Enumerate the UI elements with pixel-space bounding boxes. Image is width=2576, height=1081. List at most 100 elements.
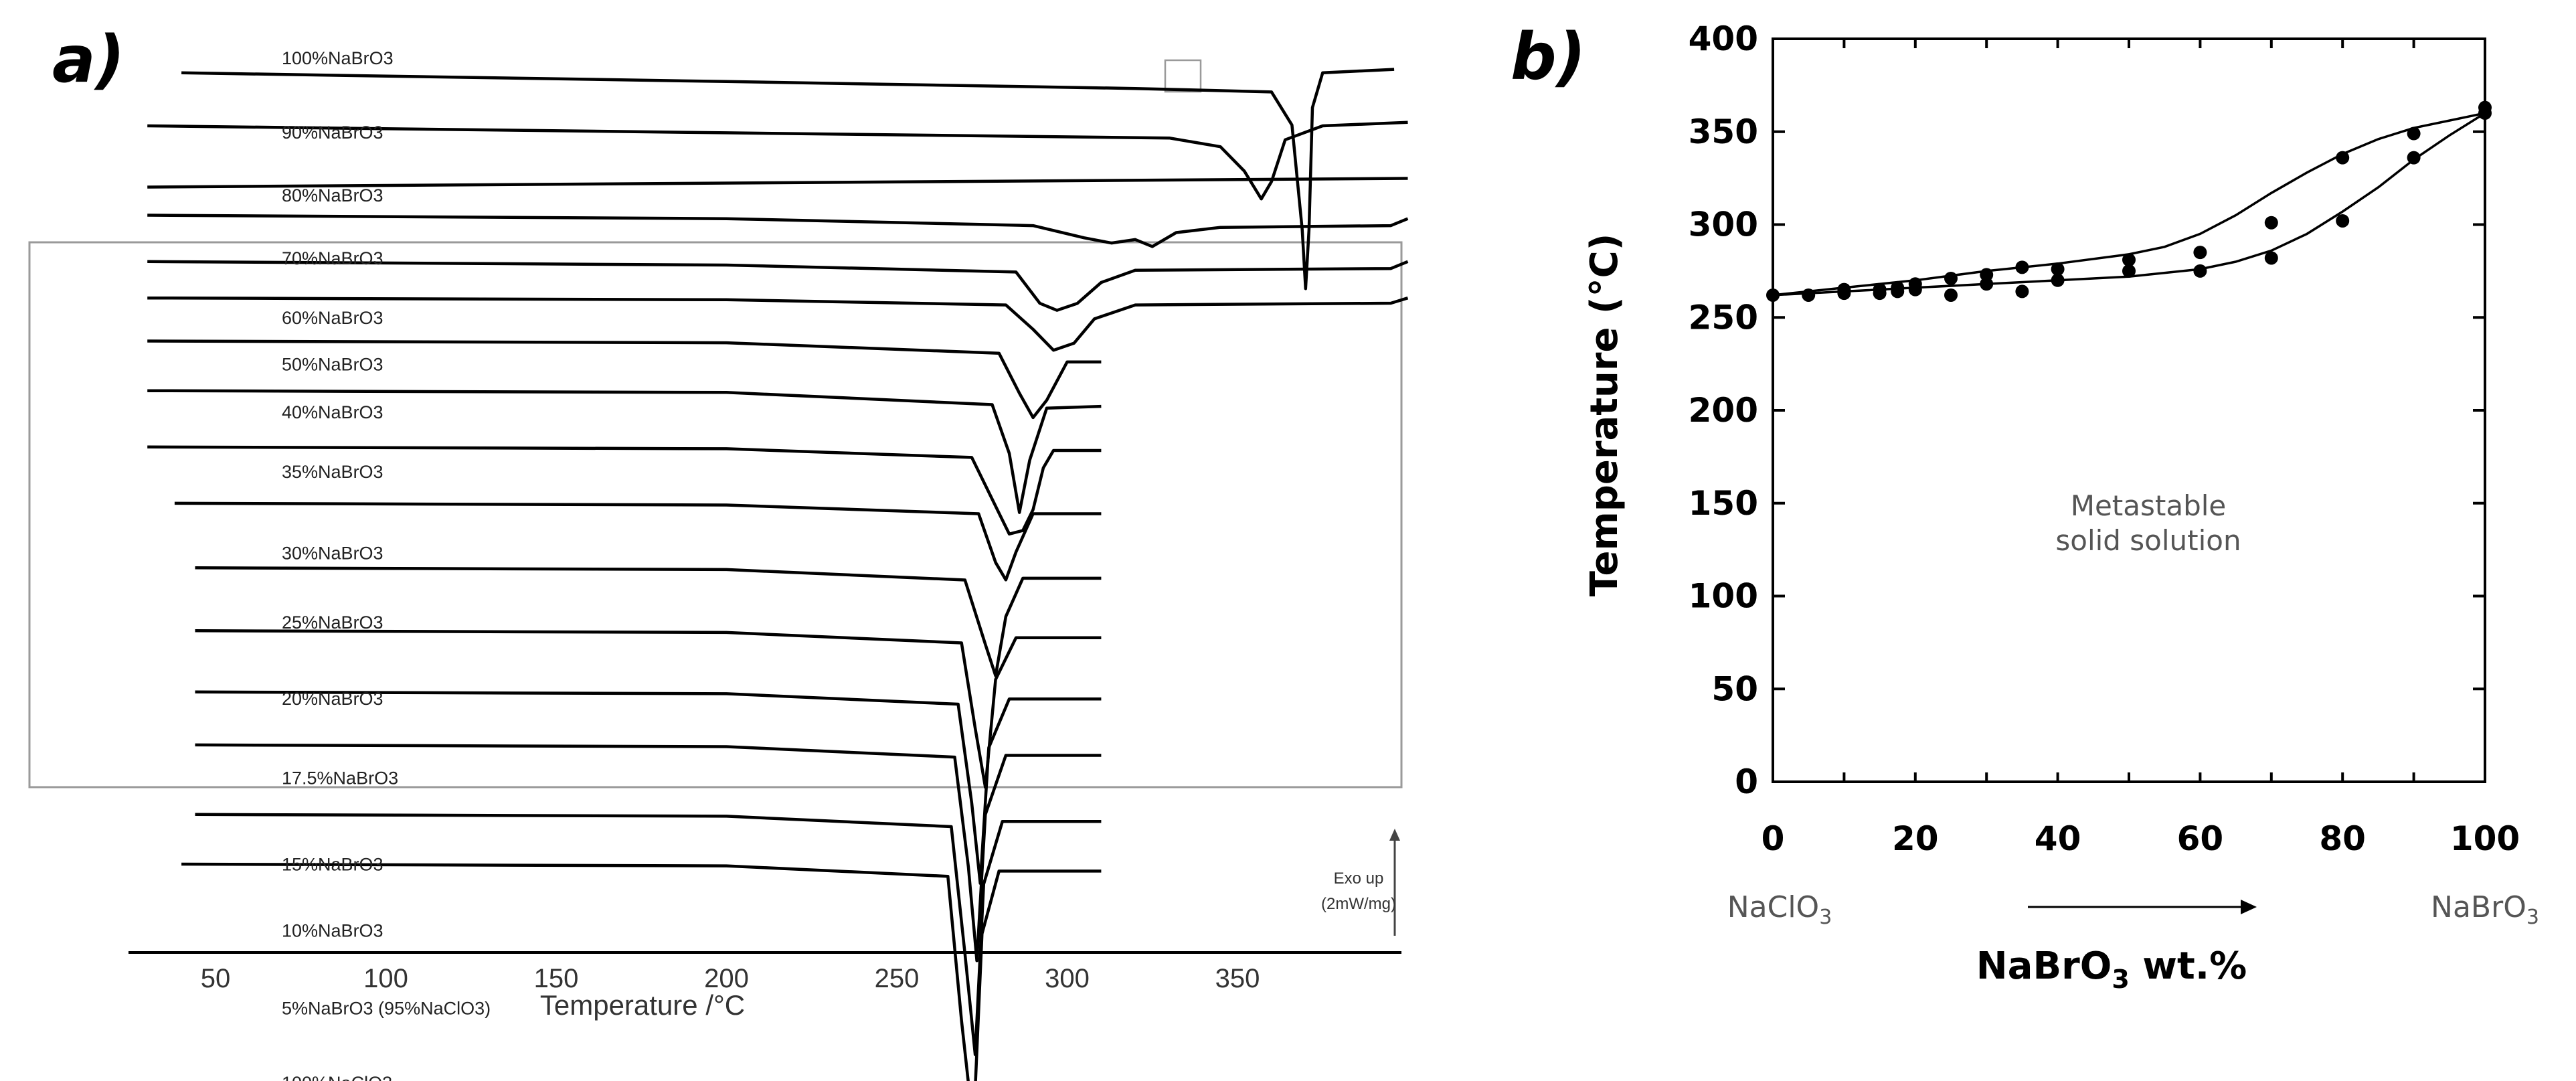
trace-label: 80%NaBrO3 — [282, 185, 383, 205]
trace-label: 100%NaBrO3 — [282, 48, 394, 68]
y-tick-label: 300 — [1689, 205, 1758, 244]
data-point — [2051, 262, 2065, 276]
trace-label: 50%NaBrO3 — [282, 354, 383, 374]
nabro3-end-label: NaBrO3 — [2431, 890, 2539, 929]
dsc-trace — [195, 566, 1102, 677]
data-point — [2193, 246, 2207, 260]
dsc-trace — [147, 339, 1102, 420]
trace-label: 35%NaBrO3 — [282, 462, 383, 482]
dsc-chart: a) 100%NaBrO3 90%NaBrO3 80%NaBrO3 70%NaBrO3… — [28, 22, 1409, 1081]
axis-ticks — [1772, 37, 2486, 783]
dsc-trace — [195, 743, 1102, 963]
y-tick-label: 50 — [1711, 669, 1758, 708]
dsc-trace — [147, 296, 1409, 352]
dsc-trace — [147, 260, 1409, 312]
dsc-trace-labels: 100%NaBrO3 90%NaBrO3 80%NaBrO3 70%NaBrO3 60%… — [282, 48, 491, 1081]
data-point — [1980, 268, 1994, 282]
trace-label: 20%NaBrO3 — [282, 689, 383, 709]
trace-label: 5%NaBrO3 (95%NaClO3) — [282, 998, 491, 1018]
data-point — [1980, 277, 1994, 291]
x-tick-label: 100 — [363, 964, 408, 993]
y-tick-label: 400 — [1689, 19, 1758, 58]
dsc-trace — [147, 177, 1408, 189]
dsc-trace — [147, 120, 1408, 201]
dsc-trace — [181, 68, 1395, 290]
y-tick-label: 100 — [1689, 577, 1758, 616]
data-point — [1944, 288, 1958, 302]
dsc-trace — [147, 389, 1102, 514]
dsc-trace — [174, 501, 1102, 582]
x-tick-label: 300 — [1045, 964, 1090, 993]
small-square-marker — [1164, 59, 1202, 93]
y-tick-label: 150 — [1689, 484, 1758, 523]
y-tick-label: 350 — [1689, 112, 1758, 151]
exo-up-indicator: Exo up (2mW/mg) — [1321, 829, 1400, 936]
phase-boundary-line — [1772, 112, 2486, 297]
highlight-box — [28, 241, 1403, 788]
trace-label: 90%NaBrO3 — [282, 122, 383, 143]
data-point — [1766, 288, 1780, 302]
x-axis-label: Temperature /°C — [540, 989, 745, 1021]
data-point — [2264, 251, 2278, 265]
dsc-traces — [147, 68, 1409, 1081]
data-point — [1908, 282, 1922, 297]
dsc-trace — [195, 629, 1102, 789]
phase-diagram-panel-b: b) 0 50 100 150 200 250 300 350 400 0 20 40 60 80 100… — [1419, 0, 2576, 1081]
plot-frame — [1772, 37, 2486, 783]
y-tick-labels: 0 50 100 150 200 250 300 350 400 — [1689, 19, 1758, 801]
x-tick-label: 200 — [704, 964, 749, 993]
trace-label: 10%NaBrO3 — [282, 920, 383, 940]
data-point — [1944, 271, 1958, 285]
data-point — [2122, 253, 2136, 267]
dsc-trace — [147, 445, 1102, 536]
data-point — [1837, 286, 1851, 301]
data-point — [2015, 260, 2029, 274]
x-tick-label: 80 — [2319, 819, 2366, 858]
data-point — [2336, 151, 2350, 165]
trace-label: 25%NaBrO3 — [282, 612, 383, 633]
x-axis-label: NaBrO3 wt.% — [1976, 944, 2247, 994]
x-tick-label: 50 — [201, 964, 231, 993]
x-tick-label: 350 — [1215, 964, 1260, 993]
dsc-trace — [147, 214, 1409, 248]
x-tick-label: 250 — [875, 964, 920, 993]
x-tick-label: 100 — [2450, 819, 2520, 858]
y-tick-label: 250 — [1689, 298, 1758, 337]
dsc-trace — [195, 690, 1102, 886]
data-point — [2193, 264, 2207, 278]
phase-diagram-chart: b) 0 50 100 150 200 250 300 350 400 0 20 40 60 80 100… — [1511, 19, 2539, 994]
x-tick-label: 20 — [1892, 819, 1939, 858]
x-tick-label: 40 — [2035, 819, 2081, 858]
panel-a-letter: a) — [52, 22, 125, 97]
data-point — [2407, 151, 2421, 165]
data-point — [2407, 127, 2421, 141]
dsc-trace — [181, 862, 1102, 1081]
y-tick-label: 0 — [1735, 762, 1758, 801]
nacl-o3-label: NaClO3 — [1727, 890, 1832, 929]
trace-label: 17.5%NaBrO3 — [282, 768, 398, 788]
x-tick-labels: 0 20 40 60 80 100 — [1762, 819, 2520, 858]
metastable-annotation: Metastable solid solution — [2055, 489, 2241, 557]
data-points — [1766, 100, 2492, 302]
composition-arrow — [2028, 900, 2257, 914]
exo-up-label: Exo up (2mW/mg) — [1321, 869, 1396, 913]
trace-label: 100%NaClO3 — [282, 1073, 392, 1081]
x-tick-label: 60 — [2177, 819, 2224, 858]
x-tick-label: 150 — [534, 964, 579, 993]
data-point — [1873, 286, 1887, 301]
data-point — [2478, 106, 2492, 120]
trace-label: 15%NaBrO3 — [282, 854, 383, 874]
trace-label: 40%NaBrO3 — [282, 402, 383, 422]
data-point — [1802, 288, 1816, 302]
trace-label: 30%NaBrO3 — [282, 543, 383, 563]
y-axis-label: Temperature (°C) — [1583, 234, 1626, 597]
x-tick-label: 0 — [1762, 819, 1785, 858]
dsc-trace — [195, 813, 1102, 1056]
data-point — [2015, 284, 2029, 299]
y-tick-label: 200 — [1689, 391, 1758, 430]
data-point — [2336, 214, 2350, 228]
dsc-panel-a: a) 100%NaBrO3 90%NaBrO3 80%NaBrO3 70%NaBrO3… — [28, 22, 1409, 1081]
x-tick-labels: 50 100 150 200 250 300 350 — [201, 964, 1260, 993]
trace-label: 70%NaBrO3 — [282, 248, 383, 268]
data-point — [2051, 273, 2065, 287]
